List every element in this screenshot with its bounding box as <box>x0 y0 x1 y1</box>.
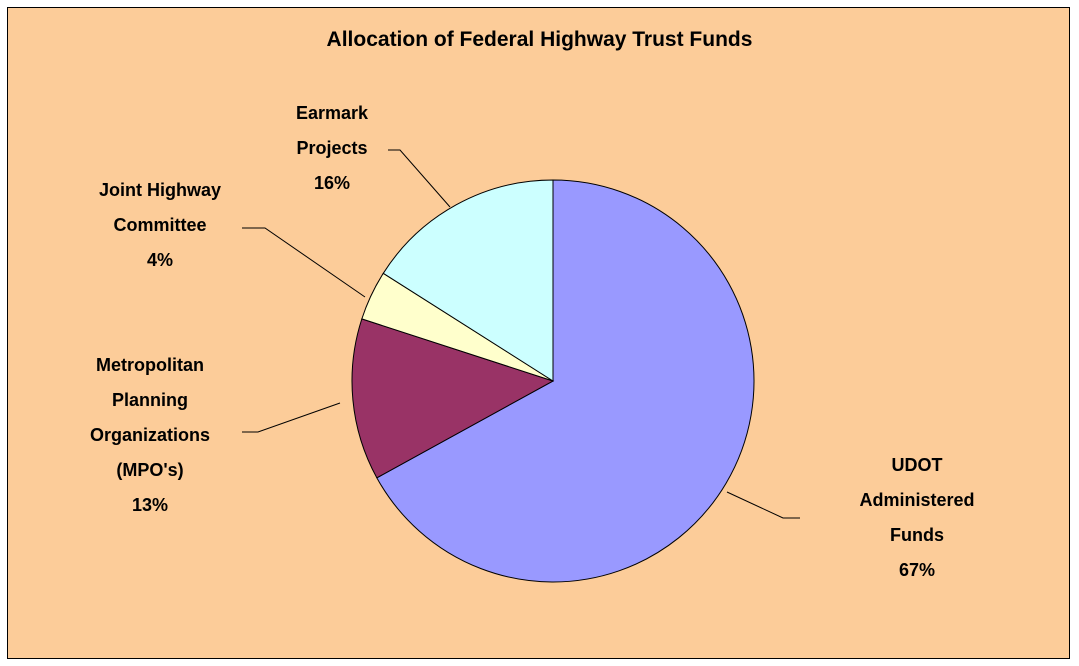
slice-label: Joint Highway Committee 4% <box>85 173 235 278</box>
chart-title: Allocation of Federal Highway Trust Fund… <box>326 28 753 51</box>
leader-line <box>388 149 451 208</box>
slice-label: UDOT Administered Funds 67% <box>852 448 982 588</box>
leader-lines <box>242 149 800 519</box>
category-label: Earmark Projects <box>295 103 369 158</box>
pie-slice <box>376 179 755 583</box>
slice-label: Earmark Projects 16% <box>282 96 382 201</box>
value-label: 13% <box>131 495 169 515</box>
leader-line <box>726 491 800 519</box>
category-label: Metropolitan Planning Organizations (MPO… <box>89 355 210 480</box>
category-label: Joint Highway Committee <box>98 180 221 235</box>
slice-label: Metropolitan Planning Organizations (MPO… <box>80 348 220 523</box>
leader-line <box>242 402 341 433</box>
pie-slice <box>382 179 554 382</box>
category-label: UDOT Administered Funds <box>859 455 975 545</box>
value-label: 67% <box>898 560 936 580</box>
value-label: 4% <box>146 250 173 270</box>
pie-slice <box>351 318 555 479</box>
value-label: 16% <box>313 173 351 193</box>
leader-line <box>242 227 366 298</box>
